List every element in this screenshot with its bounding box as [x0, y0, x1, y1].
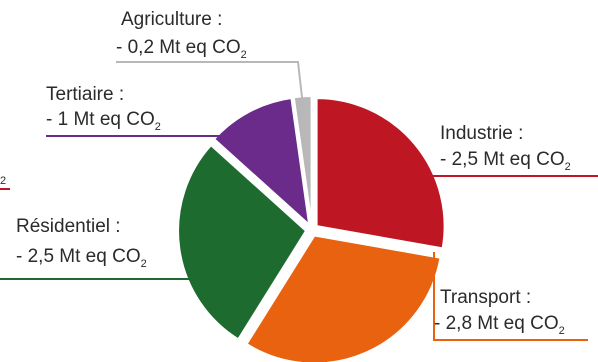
label-industrie-name: Industrie : [440, 123, 523, 144]
label-tertiaire-name: Tertiaire : [46, 84, 124, 105]
label-residentiel-name: Résidentiel : [16, 216, 121, 237]
label-transport-name: Transport : [440, 287, 531, 308]
leader-line-transport [433, 252, 588, 341]
pie-slice-transport [245, 234, 442, 362]
leader-line-agriculture [116, 61, 304, 107]
label-tertiaire-value: - 1 Mt eq CO2 [46, 109, 161, 133]
pie-slice-industrie [315, 97, 446, 250]
label-transport-value: - 2,8 Mt eq CO2 [434, 313, 565, 337]
label-partial-subscript: 2 [0, 175, 6, 187]
label-agriculture-name: Agriculture : [121, 9, 222, 30]
pie-slice-residentiel [177, 143, 308, 341]
label-industrie-value: - 2,5 Mt eq CO2 [440, 149, 571, 173]
label-agriculture-value: - 0,2 Mt eq CO2 [116, 37, 247, 61]
label-residentiel-value: - 2,5 Mt eq CO2 [16, 246, 147, 270]
